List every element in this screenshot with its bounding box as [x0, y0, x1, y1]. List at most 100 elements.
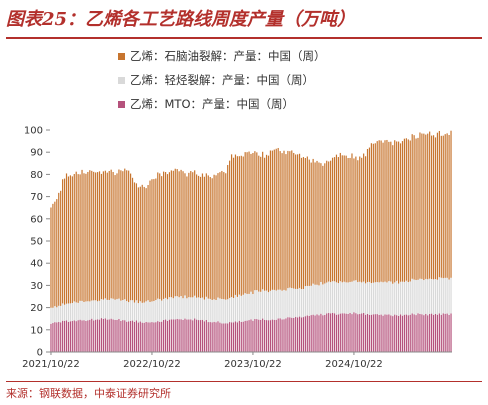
legend-label-mto: 乙烯：MTO：产量：中国（周） — [130, 97, 294, 111]
bar-segment — [339, 152, 341, 282]
bar-segment — [397, 283, 400, 316]
bar-segment — [137, 187, 139, 304]
bar-segment — [180, 319, 182, 352]
bar-segment — [106, 299, 108, 320]
bar-segment — [252, 153, 254, 295]
bar-segment — [230, 296, 233, 323]
bar-segment — [265, 290, 268, 321]
bar-segment — [108, 171, 110, 300]
bar-segment — [343, 155, 345, 282]
legend: 乙烯：石脑油裂解：产量：中国（周） 乙烯：轻烃裂解：产量：中国（周） 乙烯：MT… — [118, 44, 326, 116]
bar-segment — [104, 170, 106, 299]
bar-segment — [444, 277, 446, 314]
bar-segment — [434, 313, 437, 352]
bar-segment — [312, 158, 314, 284]
bar-segment — [446, 313, 448, 352]
bar-segment — [438, 130, 440, 278]
bar-segment — [77, 174, 79, 303]
bar-segment — [93, 171, 95, 301]
bar-segment — [306, 315, 308, 352]
bar-segment — [306, 156, 308, 286]
bar-segment — [328, 161, 330, 282]
bar-segment — [425, 313, 427, 352]
bar-segment — [351, 281, 353, 315]
bar-segment — [310, 285, 312, 316]
bar-segment — [364, 156, 367, 284]
bar-segment — [434, 279, 437, 314]
bar-segment — [120, 300, 122, 321]
bar-segment — [139, 321, 141, 352]
bar-segment — [157, 298, 159, 322]
bar-segment — [190, 319, 192, 352]
bar-segment — [308, 315, 310, 352]
bar-segment — [168, 172, 171, 298]
bar-segment — [240, 295, 242, 322]
bar-segment — [295, 288, 297, 317]
bar-segment — [65, 303, 68, 321]
bar-segment — [225, 323, 227, 352]
bar-segment — [308, 285, 310, 316]
bar-segment — [263, 157, 266, 291]
bar-segment — [401, 281, 404, 316]
bar-segment — [335, 282, 338, 315]
bar-segment — [361, 157, 363, 283]
bar-segment — [285, 318, 287, 352]
bar-segment — [197, 320, 200, 352]
chart-title: 图表25：乙烯各工艺路线周度产量（万吨） — [6, 5, 482, 39]
bar-segment — [63, 320, 66, 352]
bar-segment — [308, 159, 310, 286]
bar-segment — [139, 301, 141, 322]
bar-segment — [310, 315, 312, 352]
bar-segment — [345, 282, 347, 314]
bar-segment — [69, 175, 71, 304]
bar-segment — [242, 321, 244, 352]
bar-segment — [335, 314, 338, 352]
bar-segment — [370, 283, 372, 315]
bar-segment — [155, 178, 157, 301]
bar-segment — [229, 322, 231, 352]
bar-segment — [277, 318, 279, 352]
bar-segment — [93, 320, 95, 352]
bar-segment — [79, 174, 81, 301]
bar-segment — [343, 313, 345, 352]
bar-segment — [229, 160, 231, 298]
bar-segment — [384, 281, 386, 315]
bar-segment — [397, 315, 400, 352]
bar-segment — [128, 321, 130, 352]
bar-segment — [269, 290, 272, 321]
bar-segment — [436, 314, 439, 352]
bar-segment — [413, 314, 415, 352]
bar-segment — [207, 298, 209, 323]
bar-segment — [279, 151, 281, 290]
bar-segment — [89, 170, 91, 302]
bar-segment — [190, 297, 192, 320]
bar-segment — [163, 171, 165, 299]
bar-segment — [283, 319, 285, 352]
bar-segment — [89, 301, 91, 320]
bar-segment — [211, 299, 213, 323]
bar-segment — [100, 299, 103, 319]
bar-segment — [69, 303, 71, 322]
bar-segment — [347, 282, 349, 314]
bar-segment — [85, 301, 87, 321]
bar-segment — [357, 282, 359, 315]
bar-segment — [335, 154, 338, 283]
bar-segment — [126, 301, 128, 322]
bar-segment — [118, 169, 120, 299]
bar-segment — [112, 319, 114, 352]
bar-segment — [429, 278, 431, 314]
bar-segment — [407, 282, 409, 316]
bar-segment — [203, 321, 205, 352]
bar-segment — [442, 313, 444, 352]
bar-segment — [450, 130, 452, 278]
bar-segment — [316, 160, 318, 285]
bar-segment — [201, 173, 204, 298]
bar-segment — [440, 314, 442, 352]
bar-segment — [163, 298, 165, 321]
bar-segment — [75, 321, 77, 352]
bar-segment — [149, 180, 151, 302]
bar-segment — [188, 297, 190, 320]
bar-segment — [133, 182, 136, 303]
bar-segment — [450, 313, 452, 352]
bar-segment — [238, 320, 240, 352]
